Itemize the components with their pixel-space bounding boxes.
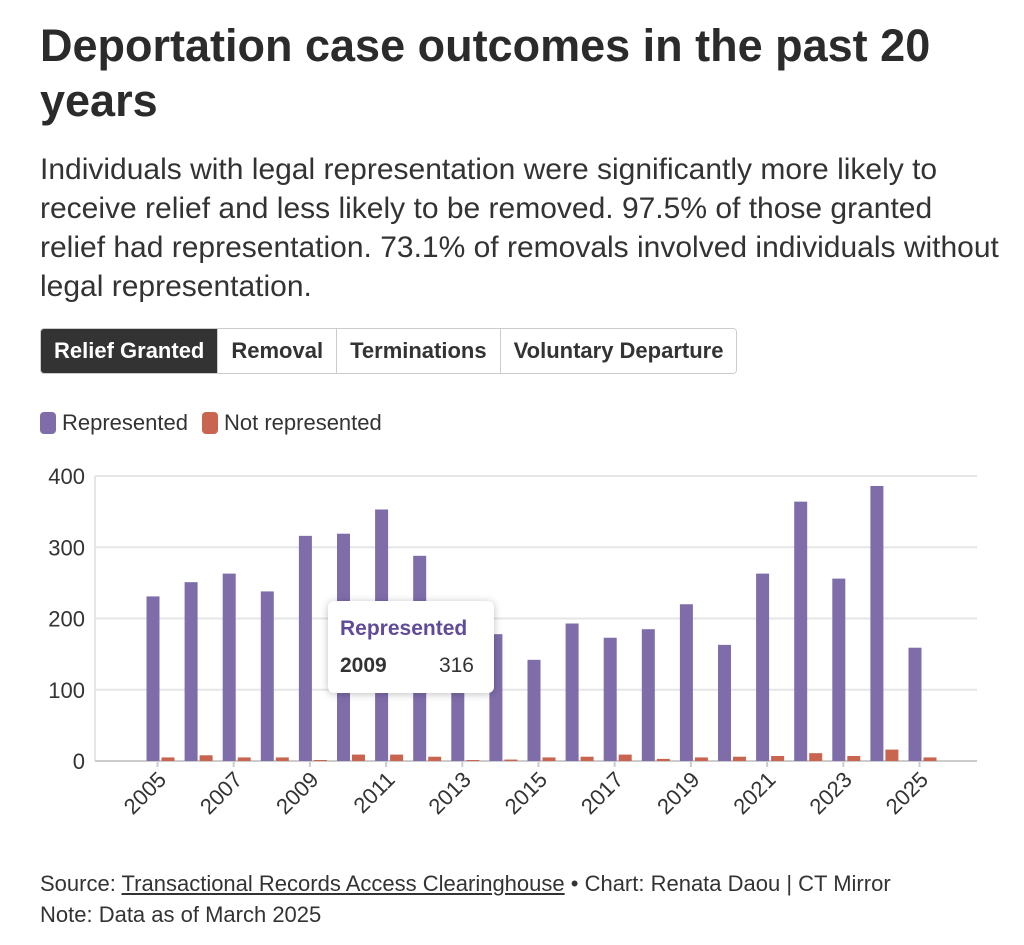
- chart-title: Deportation case outcomes in the past 20…: [40, 20, 931, 126]
- x-tick-label-2011: 2011: [349, 767, 400, 818]
- bar-not-represented-2021: [771, 756, 785, 761]
- source-link[interactable]: Transactional Records Access Clearinghou…: [121, 871, 565, 896]
- bar-represented-2022: [794, 501, 808, 761]
- chart-credit: • Chart: Renata Daou | CT Mirror: [570, 871, 891, 896]
- bar-represented-2018: [641, 629, 655, 761]
- bar-not-represented-2018: [656, 758, 670, 761]
- bar-represented-2024: [870, 485, 884, 761]
- bar-represented-2017: [603, 637, 617, 761]
- bar-represented-2025: [908, 647, 922, 761]
- legend-item-represented[interactable]: Represented: [40, 410, 188, 436]
- y-tick-label-400: 400: [48, 464, 85, 489]
- y-tick-label-100: 100: [48, 678, 85, 703]
- tab-voluntary-departure[interactable]: Voluntary Departure: [500, 329, 737, 373]
- bar-not-represented-2009: [313, 760, 327, 761]
- chart-subtitle: Individuals with legal representation we…: [40, 153, 999, 303]
- bar-not-represented-2023: [847, 756, 861, 761]
- bar-not-represented-2006: [199, 755, 213, 761]
- x-tick-label-2025: 2025: [881, 767, 933, 819]
- tab-terminations[interactable]: Terminations: [337, 329, 501, 373]
- chart-tooltip: Represented 2009 316: [328, 601, 494, 693]
- bar-represented-2019: [679, 604, 693, 761]
- bar-not-represented-2008: [275, 757, 289, 761]
- bar-not-represented-2011: [390, 754, 404, 761]
- bar-not-represented-2015: [542, 757, 556, 761]
- bar-represented-2016: [565, 623, 579, 761]
- x-tick-label-2005: 2005: [119, 767, 171, 819]
- x-tick-label-2019: 2019: [652, 767, 704, 819]
- bar-not-represented-2014: [504, 759, 518, 761]
- bar-not-represented-2013: [466, 760, 480, 761]
- bar-not-represented-2020: [733, 756, 746, 761]
- tooltip-value: 316: [438, 654, 474, 677]
- bar-chart: 0 100 200 300 400 2005 2007 2009 2011 2013 2015 201…: [48, 464, 977, 819]
- bar-not-represented-2019: [694, 757, 708, 761]
- bar-represented-2005: [146, 596, 160, 761]
- bar-not-represented-2025: [923, 757, 937, 761]
- y-tick-label-200: 200: [48, 607, 85, 632]
- chart-legend: Represented Not represented: [40, 410, 396, 436]
- bar-not-represented-2024: [885, 749, 899, 761]
- chart-footer: Source: Transactional Records Access Cle…: [40, 868, 891, 930]
- x-tick-label-2021: 2021: [728, 767, 780, 819]
- tab-relief-granted[interactable]: Relief Granted: [41, 329, 219, 373]
- bar-not-represented-2010: [352, 754, 365, 761]
- data-note: Note: Data as of March 2025: [40, 902, 322, 927]
- y-tick-label-0: 0: [73, 749, 85, 774]
- bar-represented-2007: [222, 573, 236, 761]
- bar-not-represented-2005: [161, 757, 175, 761]
- source-line: Source: Transactional Records Access Cle…: [40, 868, 891, 899]
- y-tick-label-300: 300: [48, 535, 85, 560]
- legend-label-not-represented: Not represented: [223, 410, 382, 435]
- bar-not-represented-2017: [618, 754, 632, 761]
- x-tick-label-2015: 2015: [500, 767, 552, 819]
- legend-swatch-not-represented: [201, 412, 218, 434]
- legend-item-not-represented[interactable]: Not represented: [201, 410, 382, 436]
- tab-removal[interactable]: Removal: [218, 329, 338, 373]
- x-tick-label-2007: 2007: [195, 767, 247, 819]
- outcome-tabs: Relief Granted Removal Terminations Volu…: [40, 328, 738, 374]
- x-tick-label-2009: 2009: [271, 767, 323, 819]
- tooltip-year: 2009: [340, 654, 387, 677]
- tooltip-series: Represented: [340, 617, 468, 640]
- bar-represented-2008: [260, 591, 274, 761]
- x-tick-label-2013: 2013: [424, 767, 476, 819]
- x-tick-label-2023: 2023: [805, 767, 857, 819]
- bar-represented-2009: [298, 535, 312, 761]
- bar-not-represented-2022: [809, 753, 823, 761]
- bar-represented-2006: [184, 582, 198, 761]
- x-tick-label-2017: 2017: [576, 767, 628, 819]
- bar-not-represented-2016: [580, 756, 594, 761]
- bar-not-represented-2012: [428, 756, 442, 761]
- bar-not-represented-2007: [237, 757, 251, 761]
- bar-represented-2023: [832, 578, 846, 761]
- legend-swatch-represented: [40, 412, 56, 434]
- source-prefix: Source:: [40, 871, 116, 896]
- legend-label-represented: Represented: [62, 410, 188, 435]
- bar-represented-2015: [527, 659, 541, 761]
- bar-represented-2021: [756, 573, 770, 761]
- bar-represented-2020: [718, 644, 731, 761]
